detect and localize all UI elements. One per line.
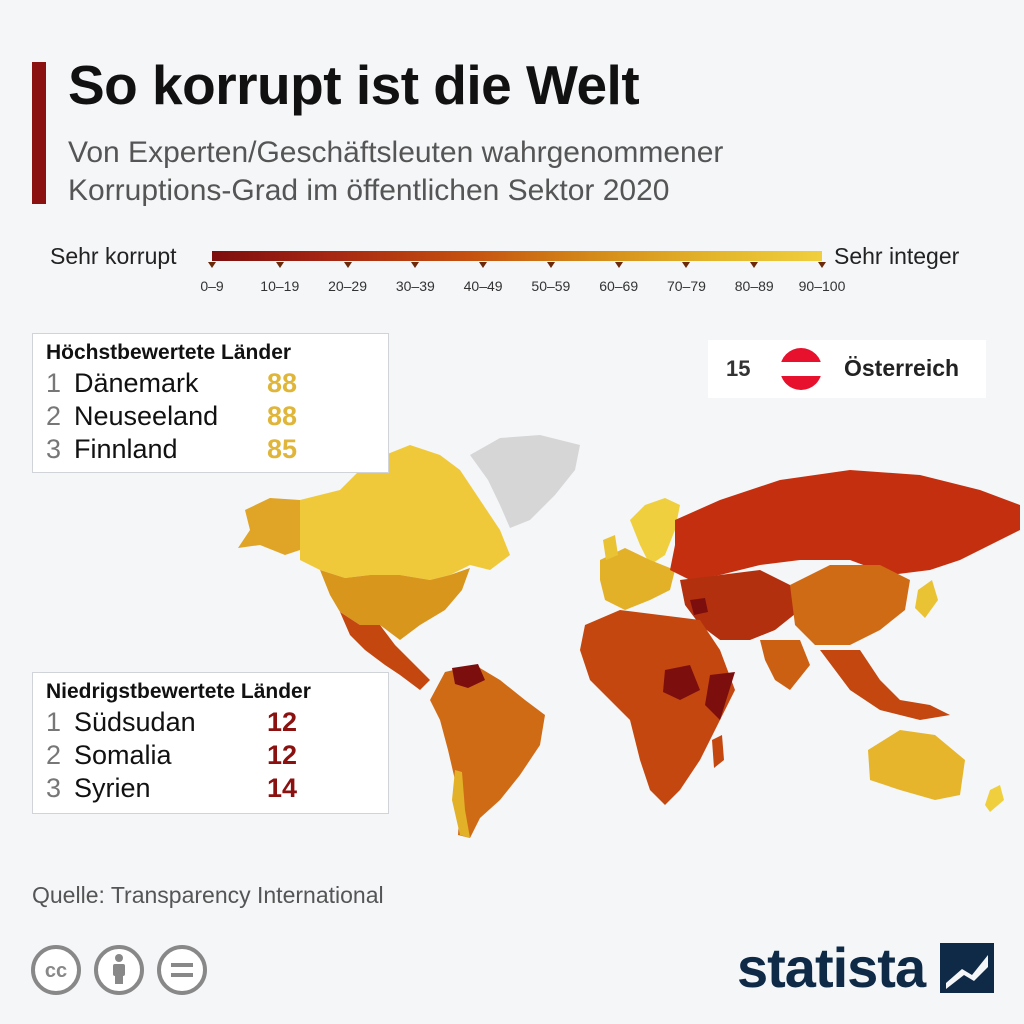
country-score: 88 bbox=[267, 368, 298, 398]
list-item: 3 Syrien 14 bbox=[46, 773, 376, 805]
country-name: Syrien bbox=[74, 773, 151, 803]
legend-range-label: 90–100 bbox=[798, 278, 846, 294]
map-china bbox=[790, 565, 910, 645]
legend-tick bbox=[546, 262, 555, 268]
bottom-countries-box: Niedrigstbewertete Länder 1 Südsudan 12 … bbox=[32, 672, 389, 814]
list-item: 1 Südsudan 12 bbox=[46, 707, 376, 739]
map-madagascar bbox=[712, 735, 724, 768]
legend-tick bbox=[208, 262, 216, 268]
country-name: Somalia bbox=[74, 740, 172, 770]
country-name: Finnland bbox=[74, 434, 178, 464]
map-uk bbox=[603, 535, 618, 560]
legend-range-label: 60–69 bbox=[599, 278, 639, 294]
legend-right-label: Sehr integer bbox=[834, 243, 960, 269]
legend-tick bbox=[614, 262, 623, 268]
list-item: 2 Somalia 12 bbox=[46, 740, 376, 772]
world-map bbox=[238, 435, 1020, 838]
map-usa bbox=[320, 568, 470, 640]
map-venezuela bbox=[452, 664, 485, 688]
map-somalia bbox=[705, 672, 735, 720]
legend-color-scale bbox=[212, 251, 822, 261]
legend-tick bbox=[750, 262, 759, 268]
map-south-sudan bbox=[663, 665, 700, 700]
map-scandinavia bbox=[630, 498, 680, 565]
attribution-icon[interactable] bbox=[94, 945, 144, 995]
source-note: Quelle: Transparency International bbox=[32, 882, 384, 908]
legend-range-label: 80–89 bbox=[734, 278, 774, 294]
rank-number: 3 bbox=[46, 773, 62, 803]
map-russia bbox=[670, 470, 1020, 580]
license-icons[interactable]: cc bbox=[30, 944, 210, 996]
austria-name: Österreich bbox=[844, 355, 960, 381]
legend-range-label: 50–59 bbox=[531, 278, 571, 294]
map-greenland bbox=[470, 435, 580, 528]
map-japan bbox=[915, 580, 938, 618]
rank-number: 1 bbox=[46, 707, 62, 737]
map-syria bbox=[690, 598, 708, 615]
map-se-asia bbox=[820, 650, 950, 720]
country-name: Südsudan bbox=[74, 707, 196, 737]
austria-rank: 15 bbox=[726, 356, 751, 381]
legend-tick bbox=[275, 262, 284, 268]
legend-range-label: 20–29 bbox=[328, 278, 368, 294]
list-item: 2 Neuseeland 88 bbox=[46, 401, 376, 433]
statista-logo-text: statista bbox=[737, 936, 926, 999]
legend-tick bbox=[411, 262, 420, 268]
page-subtitle: Von Experten/Geschäftsleuten wahrgenomme… bbox=[68, 134, 968, 210]
list-item: 3 Finnland 85 bbox=[46, 434, 376, 466]
map-central-asia bbox=[680, 570, 800, 640]
legend-tick bbox=[682, 262, 691, 268]
country-name: Neuseeland bbox=[74, 401, 219, 431]
svg-text:cc: cc bbox=[45, 960, 67, 982]
cc-icon[interactable]: cc bbox=[31, 945, 81, 995]
map-canada bbox=[300, 445, 510, 580]
legend-range-label: 0–9 bbox=[200, 278, 224, 294]
title-accent-bar bbox=[32, 62, 46, 204]
country-name: Dänemark bbox=[74, 368, 199, 398]
country-score: 88 bbox=[267, 401, 298, 431]
top-countries-box: Höchstbewertete Länder 1 Dänemark 88 2 N… bbox=[32, 333, 389, 473]
map-india bbox=[760, 640, 810, 690]
country-score: 12 bbox=[267, 740, 298, 770]
no-derivatives-icon[interactable] bbox=[157, 945, 207, 995]
map-new-zealand bbox=[985, 785, 1004, 812]
country-score: 14 bbox=[267, 773, 298, 803]
map-chile bbox=[452, 770, 470, 838]
legend-tick bbox=[479, 262, 488, 268]
map-south-america bbox=[430, 665, 545, 838]
map-alaska bbox=[238, 498, 300, 555]
country-score: 85 bbox=[267, 434, 298, 464]
subtitle-line-1: Von Experten/Geschäftsleuten wahrgenomme… bbox=[68, 136, 724, 169]
austria-highlight: 15 Österreich bbox=[708, 340, 986, 398]
map-africa bbox=[580, 610, 735, 805]
rank-number: 1 bbox=[46, 368, 62, 398]
statista-logo-icon bbox=[940, 943, 994, 993]
list-item: 1 Dänemark 88 bbox=[46, 368, 376, 400]
map-australia bbox=[868, 730, 965, 800]
page-title: So korrupt ist die Welt bbox=[68, 54, 640, 116]
map-mexico bbox=[340, 612, 430, 690]
legend-range-label: 10–19 bbox=[260, 278, 300, 294]
austria-flag-icon bbox=[780, 348, 822, 390]
top-countries-title: Höchstbewertete Länder bbox=[46, 341, 292, 364]
legend-range-label: 40–49 bbox=[463, 278, 503, 294]
map-western-europe bbox=[600, 548, 675, 610]
country-score: 12 bbox=[267, 707, 298, 737]
legend-tick bbox=[818, 262, 826, 268]
rank-number: 2 bbox=[46, 401, 62, 431]
rank-number: 2 bbox=[46, 740, 62, 770]
legend-range-label: 70–79 bbox=[666, 278, 706, 294]
subtitle-line-2: Korruptions-Grad im öffentlichen Sektor … bbox=[68, 174, 670, 207]
legend-left-label: Sehr korrupt bbox=[50, 243, 177, 269]
legend-tick bbox=[343, 262, 352, 268]
legend-range-label: 30–39 bbox=[395, 278, 435, 294]
bottom-countries-title: Niedrigstbewertete Länder bbox=[46, 680, 311, 703]
rank-number: 3 bbox=[46, 434, 62, 464]
